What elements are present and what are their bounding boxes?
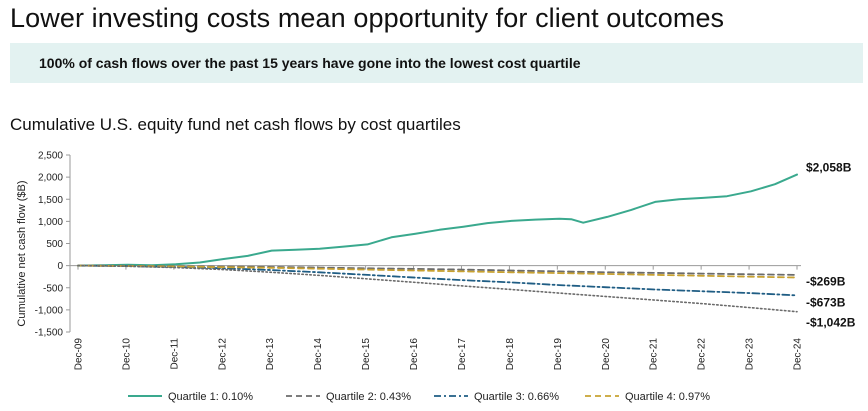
y-tick-label: 2,500	[38, 151, 63, 162]
chart-title: Cumulative U.S. equity fund net cash flo…	[10, 115, 461, 134]
key-message-banner: 100% of cash flows over the past 15 year…	[10, 43, 863, 83]
x-tick-label: Dec-14	[313, 338, 324, 371]
y-tick-label: -1,000	[35, 305, 64, 316]
chart-legend: Quartile 1: 0.10% Quartile 2: 0.43% Quarti…	[128, 391, 710, 403]
x-tick-label: Dec-17	[457, 338, 468, 371]
x-tick-label: Dec-21	[649, 338, 660, 371]
end-label-673b: -$673B	[806, 295, 846, 309]
x-tick-label: Dec-24	[793, 338, 804, 371]
end-label-1-042b: -$1,042B	[806, 316, 856, 330]
series-line-quartile-4-0-97	[77, 264, 798, 279]
legend-label-quartile-3-0-66: Quartile 3: 0.66%	[474, 391, 559, 403]
page-title: Lower investing costs mean opportunity f…	[10, 3, 725, 33]
chart-series	[77, 173, 798, 313]
x-tick-label: Dec-12	[217, 338, 228, 371]
end-label-269b: -$269B	[806, 275, 846, 289]
x-tick-label: Dec-19	[553, 338, 564, 371]
banner-text: 100% of cash flows over the past 15 year…	[39, 55, 581, 71]
x-tick-label: Dec-09	[74, 338, 85, 371]
x-tick-label: Dec-15	[361, 338, 372, 371]
legend-label-quartile-4-0-97: Quartile 4: 0.97%	[625, 391, 710, 403]
y-tick-label: 2,000	[38, 173, 63, 184]
x-tick-label: Dec-22	[697, 338, 708, 371]
x-tick-label: Dec-13	[265, 338, 276, 371]
x-tick-label: Dec-20	[601, 338, 612, 371]
chart-end-labels: $2,058B -$673B -$269B -$1,042B	[806, 161, 856, 330]
x-tick-label: Dec-16	[409, 338, 420, 371]
y-tick-label: 500	[46, 239, 63, 250]
end-label-2-058b: $2,058B	[806, 161, 852, 175]
y-axis-title: Cumulative net cash flow ($B)	[16, 180, 28, 326]
y-tick-label: -500	[43, 283, 63, 294]
x-tick-label: Dec-18	[505, 338, 516, 371]
x-tick-label: Dec-23	[745, 338, 756, 371]
legend-label-quartile-1-0-10: Quartile 1: 0.10%	[168, 391, 253, 403]
y-tick-label: 1,500	[38, 195, 63, 206]
chart-axes: 2,500 2,000 1,500 1,000 500 0 -500 -1,000 -1,500…	[16, 151, 804, 371]
series-line-quartile-1-0-10	[77, 173, 798, 267]
series-line-quartile-3-0-66	[77, 264, 798, 297]
x-tick-label: Dec-10	[121, 338, 132, 371]
series-line-dotted-trend	[77, 264, 798, 313]
legend-label-quartile-2-0-43: Quartile 2: 0.43%	[326, 391, 411, 403]
y-tick-label: 1,000	[38, 217, 63, 228]
x-tick-label: Dec-11	[169, 338, 180, 370]
y-tick-label: -1,500	[35, 328, 64, 339]
y-tick-label: 0	[57, 261, 63, 272]
